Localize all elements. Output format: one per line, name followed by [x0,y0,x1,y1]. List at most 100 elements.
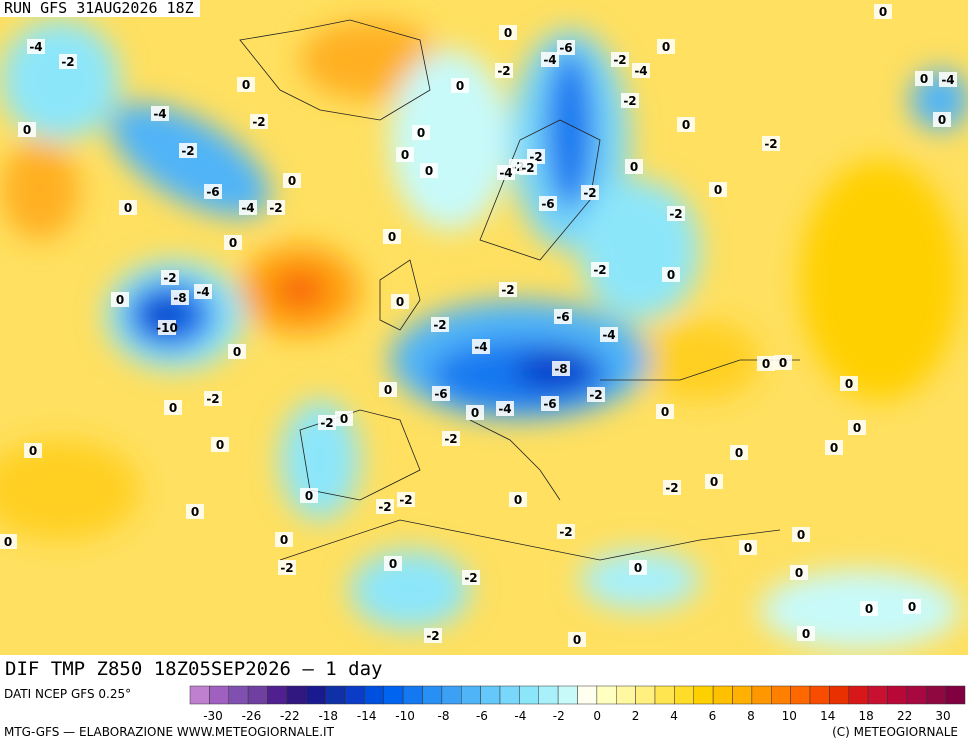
colorbar-label: -4 [514,709,526,723]
contour-value: -6 [556,310,569,324]
colorbar-label: -22 [280,709,300,723]
contour-label: 0 [797,626,815,641]
contour-label: 0 [237,77,255,92]
colorbar-swatch [519,685,539,705]
contour-label: 0 [757,356,775,371]
label-background [211,437,229,452]
label-background [420,163,438,178]
contour-label: -2 [376,499,394,514]
colorbar-swatch [654,685,675,705]
contour-value: -2 [665,481,678,495]
colorbar-label: 8 [747,709,755,723]
colorbar-swatch [538,685,559,705]
colorbar-label: 14 [820,709,835,723]
contour-label: 0 [825,440,843,455]
contour-label: 0 [300,488,318,503]
label-background [874,4,892,19]
contour-value: -2 [589,388,602,402]
label-background [335,411,353,426]
contour-value: 0 [233,345,241,359]
label-background [164,400,182,415]
label-background [412,125,430,140]
contour-label: 0 [774,355,792,370]
contour-label: -2 [591,262,609,277]
contour-value: -2 [444,432,457,446]
label-background [275,532,293,547]
label-background [111,292,129,307]
label-background [933,112,951,127]
contour-value: -4 [941,73,954,87]
contour-label: 0 [903,599,921,614]
contour-value: -4 [499,166,512,180]
contour-label: -4 [600,327,618,342]
contour-value: -2 [764,137,777,151]
contour-label: -6 [204,184,222,199]
colorbar-swatch [557,685,578,705]
contour-label: 0 [275,532,293,547]
contour-value: -2 [399,493,412,507]
contour-value: 0 [396,295,404,309]
contour-label: -8 [171,290,189,305]
contour-value: -2 [426,629,439,643]
contour-value: 0 [4,535,12,549]
colorbar-label: 10 [782,709,797,723]
colorbar-swatch [286,685,307,705]
contour-label: -6 [557,40,575,55]
contour-label: -4 [497,165,515,180]
contour-value: 0 [667,268,675,282]
contour-value: -2 [613,53,626,67]
contour-label: -6 [432,386,450,401]
contour-value: -2 [206,392,219,406]
colorbar-swatch [945,685,966,705]
contour-label: 0 [119,200,137,215]
contour-value: -2 [61,55,74,69]
label-background [151,106,169,121]
contour-value: -2 [280,561,293,575]
contour-label: -2 [519,160,537,175]
contour-value: 0 [124,201,132,215]
contour-value: 0 [573,633,581,647]
colorbar-swatch [402,685,423,705]
colorbar-swatch [344,685,365,705]
colorbar-swatch [712,685,733,705]
contour-value: -4 [153,107,166,121]
contour-label: -6 [539,196,557,211]
label-background [557,40,575,55]
label-background [161,270,179,285]
contour-value: -2 [163,271,176,285]
label-background [848,420,866,435]
contour-value: -6 [559,41,572,55]
label-background [179,143,197,158]
label-background [581,185,599,200]
colorbar-swatch [674,685,694,705]
label-background [757,356,775,371]
label-background [625,159,643,174]
contour-label: -2 [442,431,460,446]
contour-value: 0 [920,72,928,86]
colorbar-swatch [228,685,249,705]
label-background [396,147,414,162]
contour-label: 0 [860,601,878,616]
contour-value: 0 [388,230,396,244]
label-background [250,114,268,129]
label-background [554,309,572,324]
colorbar-swatch [422,685,443,705]
label-background [629,560,647,575]
contour-value: 0 [305,489,313,503]
run-title: RUN GFS 31AUG2026 18Z [0,0,200,17]
colorbar-swatch [867,685,888,705]
contour-label: -4 [939,72,957,87]
label-background [451,78,469,93]
contour-label: -2 [250,114,268,129]
label-background [224,235,242,250]
contour-label: -2 [397,492,415,507]
contour-label: 0 [629,560,647,575]
contour-label: 0 [933,112,951,127]
contour-label: -2 [161,270,179,285]
label-background [939,72,957,87]
colorbar-swatch [306,685,326,705]
label-background [496,401,514,416]
label-background [119,200,137,215]
